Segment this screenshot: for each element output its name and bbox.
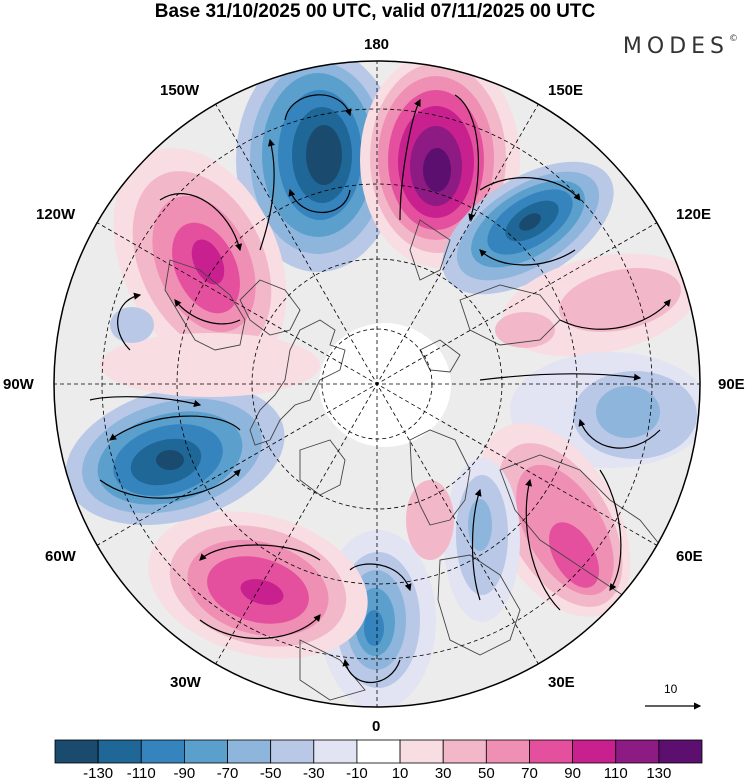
colorbar-tick-label: 110 xyxy=(603,765,628,782)
colorbar-tick-label: -110 xyxy=(126,765,156,782)
lon-label-30e: 30E xyxy=(548,674,575,691)
colorbar-tick-label: 10 xyxy=(391,765,409,782)
lon-label-150e: 150E xyxy=(548,82,584,99)
colorbar xyxy=(54,739,703,764)
lon-label-60e: 60E xyxy=(676,548,703,565)
anomaly-patch-20e xyxy=(406,480,454,560)
map-title: Base 31/10/2025 00 UTC, valid 07/11/2025… xyxy=(154,1,596,22)
colorbar-tick-label: -90 xyxy=(173,765,196,782)
colorbar-tick-label: -10 xyxy=(346,765,368,782)
colorbar-swatch xyxy=(442,739,487,764)
colorbar-tick-label: 130 xyxy=(646,765,672,782)
colorbar-tick-label: 30 xyxy=(434,765,452,782)
modes-logo: MODES© xyxy=(622,34,738,59)
colorbar-tick-label: 50 xyxy=(477,765,495,782)
colorbar-swatch xyxy=(615,739,660,764)
lon-label-90e: 90E xyxy=(718,376,745,393)
map-boundary xyxy=(53,60,701,708)
colorbar-tick-label: -50 xyxy=(259,765,282,782)
colorbar-swatch xyxy=(572,739,617,764)
lon-label-30w: 30W xyxy=(170,674,201,691)
anomaly-lobe-35e-negative xyxy=(444,458,520,622)
reference-vector-label: 10 xyxy=(664,682,678,696)
colorbar-tick-label: 70 xyxy=(521,765,538,782)
anomaly-field xyxy=(54,61,700,707)
anomaly-lobe-90e-negative xyxy=(510,352,700,468)
colorbar-swatch xyxy=(485,739,530,764)
colorbar-swatch xyxy=(658,739,703,764)
colorbar-swatch xyxy=(183,739,228,764)
colorbar-tick-label: -70 xyxy=(216,765,239,782)
colorbar-tick-label: -30 xyxy=(302,765,325,782)
lon-label-180: 180 xyxy=(364,36,390,53)
polar-cap xyxy=(319,323,451,447)
lon-label-90w: 90W xyxy=(3,376,34,393)
colorbar-swatch xyxy=(140,739,185,764)
coastlines xyxy=(164,219,681,701)
colorbar-swatch xyxy=(313,739,358,764)
anomaly-lobe-170e-positive xyxy=(360,61,520,268)
colorbar-tick-label: -130 xyxy=(83,765,114,782)
colorbar-swatch xyxy=(270,739,315,764)
colorbar-swatch xyxy=(356,739,401,764)
lon-label-150w: 150W xyxy=(160,82,200,99)
anomaly-lobe-120w-positive xyxy=(113,148,287,372)
colorbar-swatch xyxy=(529,739,574,764)
graticule xyxy=(54,61,700,707)
anomaly-lobe-130e-negative xyxy=(442,161,614,295)
lon-label-120e: 120E xyxy=(676,206,712,223)
anomaly-patch-110w xyxy=(110,307,154,343)
lon-label-60w: 60W xyxy=(45,548,76,565)
anomaly-band-100w xyxy=(100,333,320,397)
colorbar-swatch xyxy=(54,739,99,764)
colorbar-tick-label: 90 xyxy=(564,765,581,782)
colorbar-swatch xyxy=(97,739,142,764)
colorbar-swatch xyxy=(227,739,272,764)
anomaly-lobe-70w-negative xyxy=(65,384,285,526)
colorbar-swatch xyxy=(399,739,444,764)
lon-label-0: 0 xyxy=(372,718,381,735)
lon-label-120w: 120W xyxy=(36,206,76,223)
